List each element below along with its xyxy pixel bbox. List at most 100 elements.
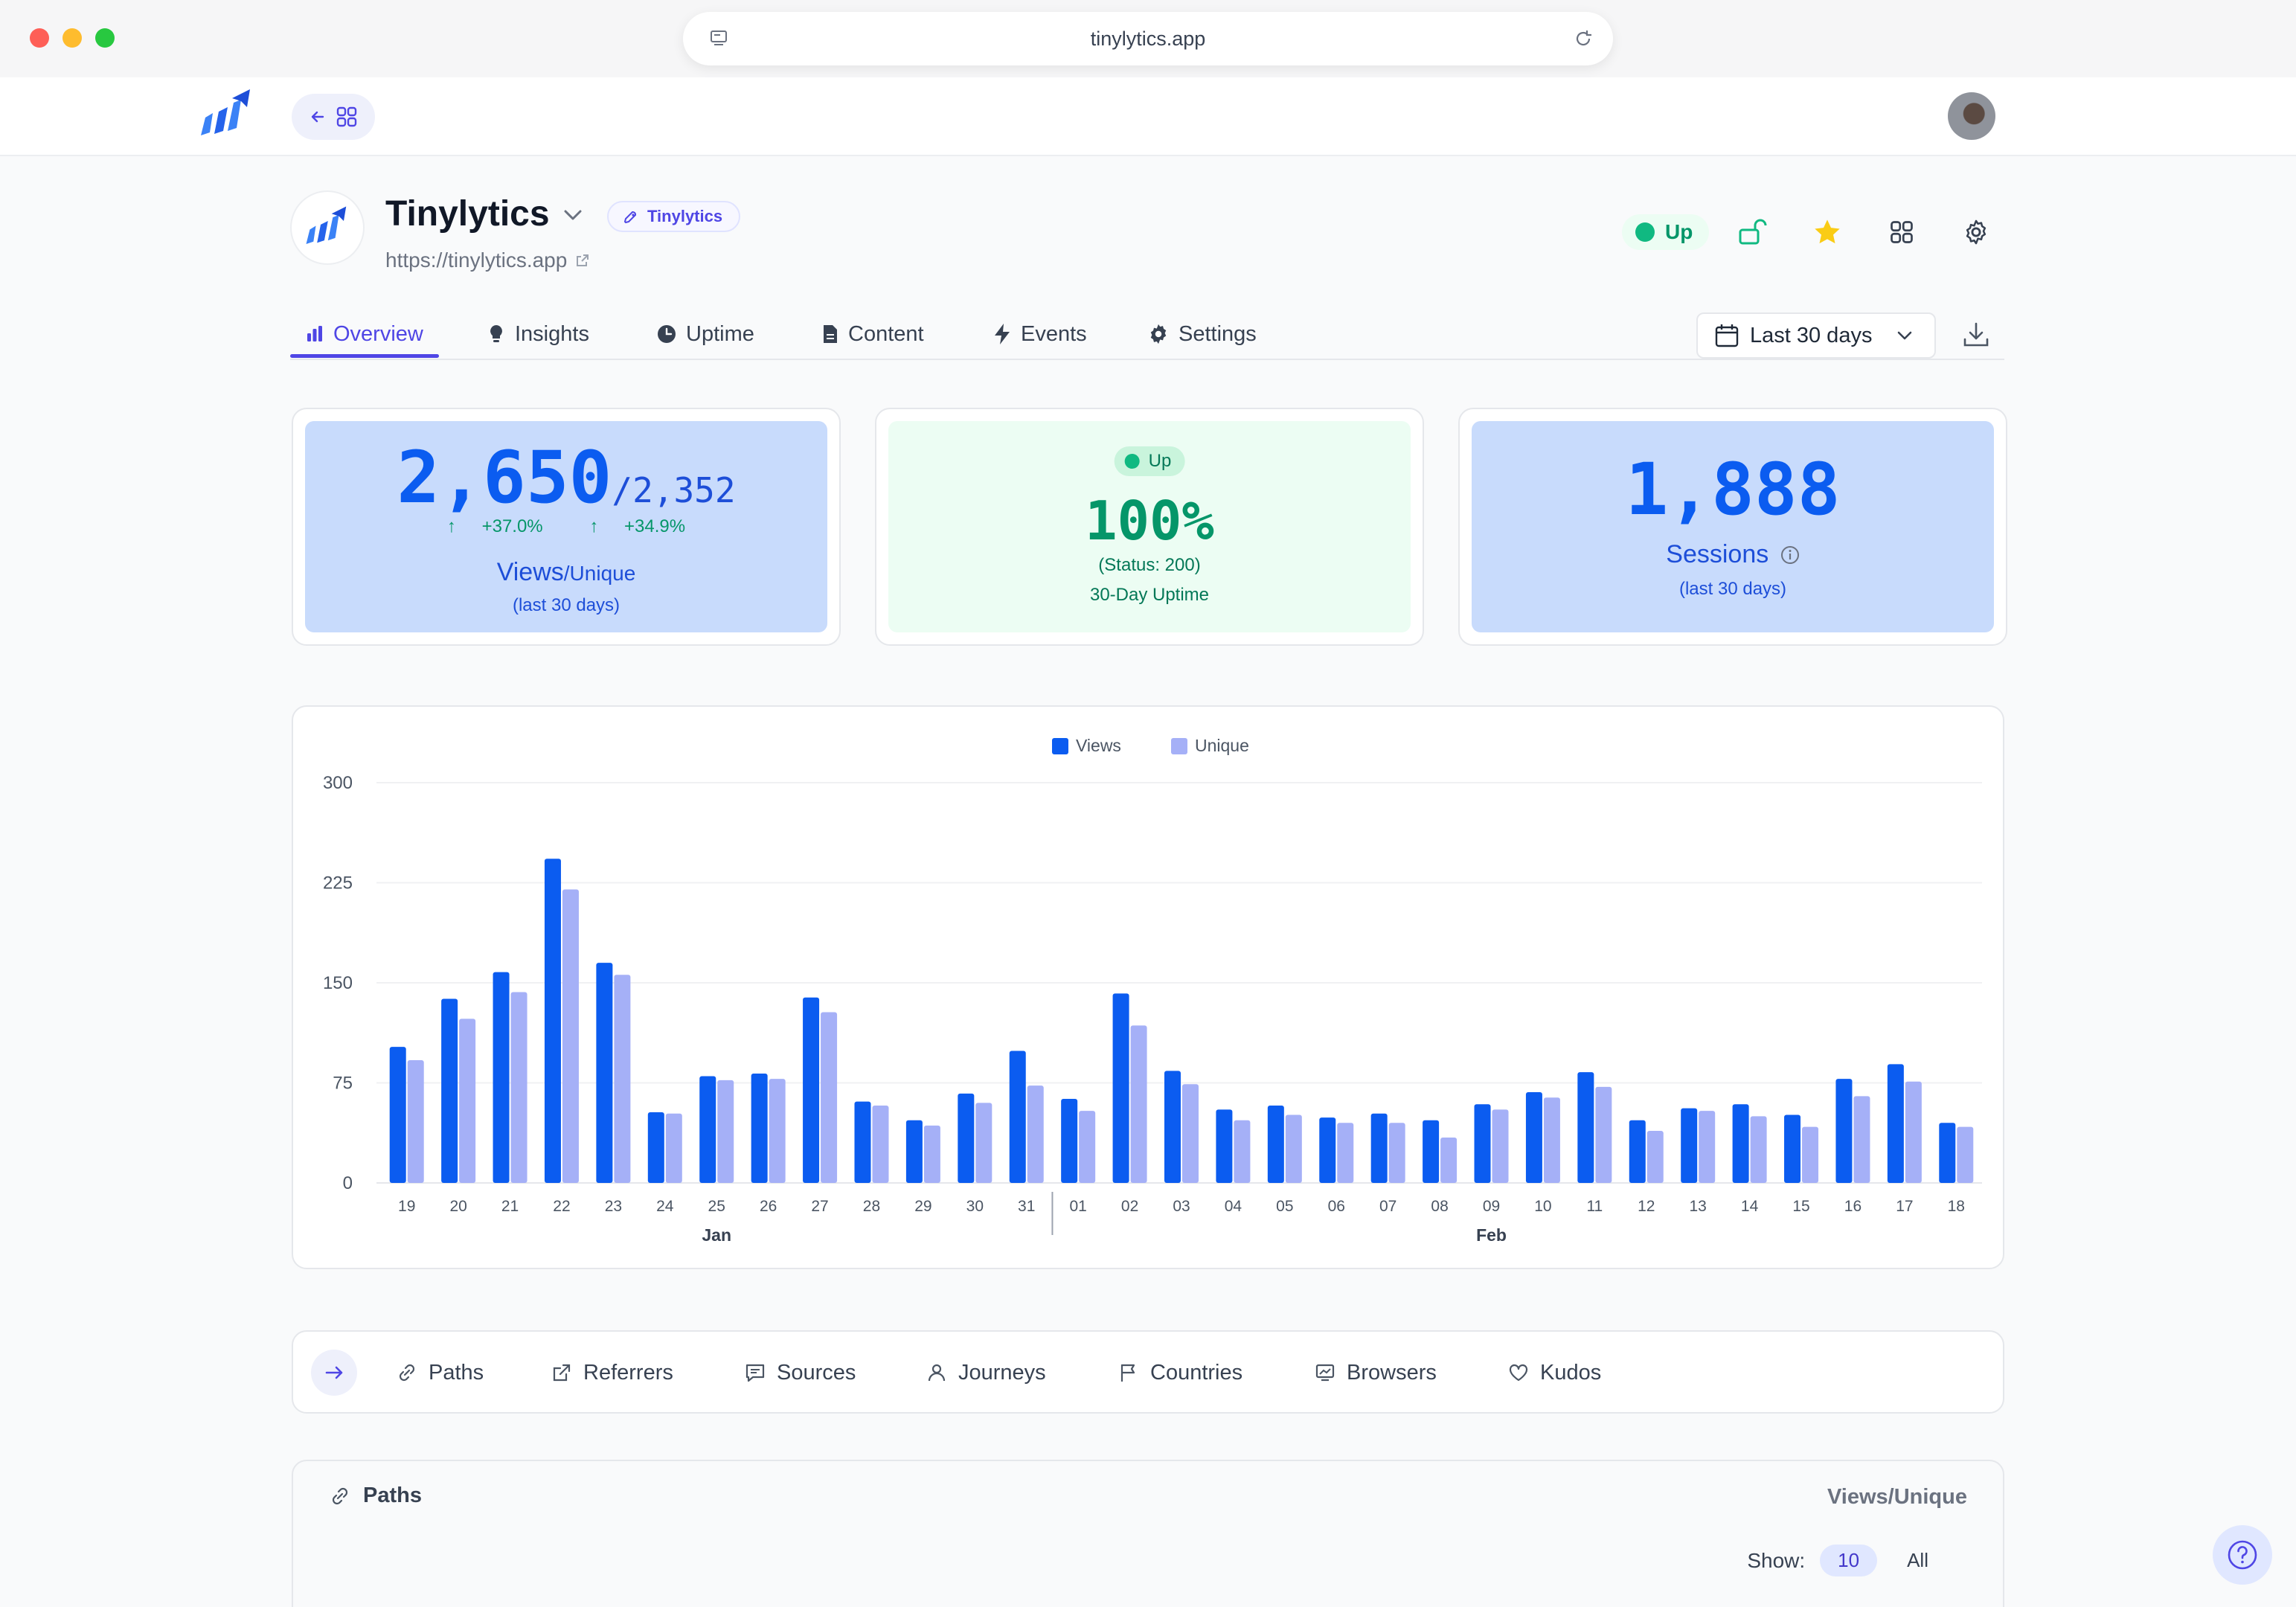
bar-views [1164,1071,1181,1183]
subtab-countries[interactable]: Countries [1117,1354,1242,1391]
x-tick-label: 06 [1328,1198,1345,1215]
bar-views [544,859,561,1183]
bar-unique [1079,1111,1096,1183]
y-tick-label: 300 [323,773,353,793]
collapse-button[interactable] [311,1350,357,1396]
delta-row: ↑ +37.0% ↑ +34.9% [305,516,827,537]
subtab-referrers[interactable]: Referrers [551,1354,673,1391]
sessions-stat-card: 1,888 Sessions (last 30 days) [1458,408,2007,646]
bar-views [493,972,510,1183]
bar-views [1319,1117,1336,1183]
tab-insights[interactable]: Insights [487,315,589,353]
subtab-kudos[interactable]: Kudos [1507,1354,1601,1391]
bar-views [905,1120,923,1183]
date-range-select[interactable]: Last 30 days [1696,312,1936,359]
site-url-text: https://tinylytics.app [385,248,568,272]
site-title[interactable]: Tinylytics [385,194,550,234]
subtab-browsers[interactable]: Browsers [1314,1354,1437,1391]
uptime-badge-label: Up [1148,451,1172,471]
check-circle-icon [1124,454,1140,469]
info-icon[interactable] [1780,545,1800,565]
bar-views [1267,1105,1284,1183]
bar-unique [1337,1123,1354,1183]
x-tick-label: 18 [1948,1198,1965,1215]
tab-overview-label: Overview [333,321,423,346]
tinylytics-logo[interactable] [195,83,259,147]
flag-icon [1120,1364,1135,1382]
subtab-kudos-label: Kudos [1540,1360,1602,1385]
close-window-button[interactable] [30,28,49,48]
x-tick-label: 11 [1586,1198,1603,1215]
bar-unique [1130,1025,1147,1183]
help-button[interactable] [2213,1525,2272,1585]
minimize-window-button[interactable] [62,28,82,48]
views-unique-label: Views/Unique [305,558,827,587]
x-tick-label: 21 [501,1198,519,1215]
arrow-up-icon: ↑ [446,516,456,536]
app-header [0,77,2296,156]
bar-unique [1492,1109,1509,1183]
y-tick-label: 225 [323,873,353,894]
site-status-badge[interactable]: Up [1622,214,1710,250]
bar-views [647,1112,664,1183]
bar-views [803,997,820,1183]
show-10-option[interactable]: 10 [1820,1545,1878,1576]
views-stat-card: 2,650/2,352 ↑ +37.0% ↑ +34.9% Views/Uniq… [292,408,841,646]
address-bar[interactable]: tinylytics.app [683,12,1613,65]
bar-chart-icon [307,326,322,341]
views-label: Views [496,558,564,586]
sessions-label: Sessions [1666,540,1769,568]
tab-overview[interactable]: Overview [305,315,423,353]
site-badge-label: Tinylytics [647,207,723,225]
y-tick-label: 150 [323,973,353,993]
site-url-link[interactable]: https://tinylytics.app [385,248,591,272]
tab-events[interactable]: Events [993,315,1087,353]
legend-label: Unique [1195,736,1249,755]
x-tick-label: 03 [1173,1198,1190,1215]
subtab-journeys[interactable]: Journeys [926,1354,1046,1391]
show-all-option[interactable]: All [1907,1549,1928,1571]
bar-views [699,1076,716,1183]
bar-unique [459,1019,476,1183]
site-settings-button[interactable] [1960,216,1992,248]
views-delta: +37.0% [481,516,543,536]
x-tick-label: 14 [1741,1198,1759,1215]
x-tick-label: 30 [966,1198,984,1215]
uptime-status-badge: Up [1114,446,1185,476]
address-bar-url: tinylytics.app [1090,27,1206,50]
bar-views [1216,1109,1233,1183]
page-menu-icon[interactable] [708,28,729,49]
apps-grid-button[interactable] [1885,216,1918,248]
views-numbers: 2,650/2,352 [305,436,827,519]
x-tick-label: 29 [914,1198,931,1215]
tab-uptime[interactable]: Uptime [656,315,754,353]
subtab-sources[interactable]: Sources [744,1354,856,1391]
grid-icon [1891,221,1913,243]
traffic-chart-card: 0 75 150 225 300 Views Unique 19 20 21 22 23 24 25 26 2… [292,705,2004,1269]
external-link-icon [553,1364,571,1382]
x-tick-label: 13 [1690,1198,1707,1215]
bar-views [1061,1099,1078,1183]
legend-swatch [1171,738,1187,754]
bar-unique [1853,1096,1870,1183]
back-to-sites-button[interactable] [292,94,375,140]
bar-views [1009,1051,1026,1183]
subtab-countries-label: Countries [1150,1360,1243,1385]
bar-views [1577,1072,1594,1183]
chevron-down-icon[interactable] [561,207,585,225]
bar-unique [1802,1126,1819,1183]
download-icon[interactable] [1961,320,1991,350]
main-tabs: Overview Insights Uptime Content Events … [290,305,2004,360]
gear-icon [1150,324,1167,344]
tab-content[interactable]: Content [821,315,924,353]
tab-uptime-label: Uptime [686,321,754,346]
subtab-paths[interactable]: Paths [396,1354,484,1391]
reload-icon[interactable] [1573,28,1594,49]
bar-views [958,1093,975,1183]
unlock-button[interactable] [1737,216,1769,248]
maximize-window-button[interactable] [95,28,115,48]
tab-settings[interactable]: Settings [1147,315,1257,353]
favorite-button[interactable] [1811,216,1844,248]
legend-swatch [1052,738,1068,754]
user-avatar[interactable] [1948,92,1995,140]
